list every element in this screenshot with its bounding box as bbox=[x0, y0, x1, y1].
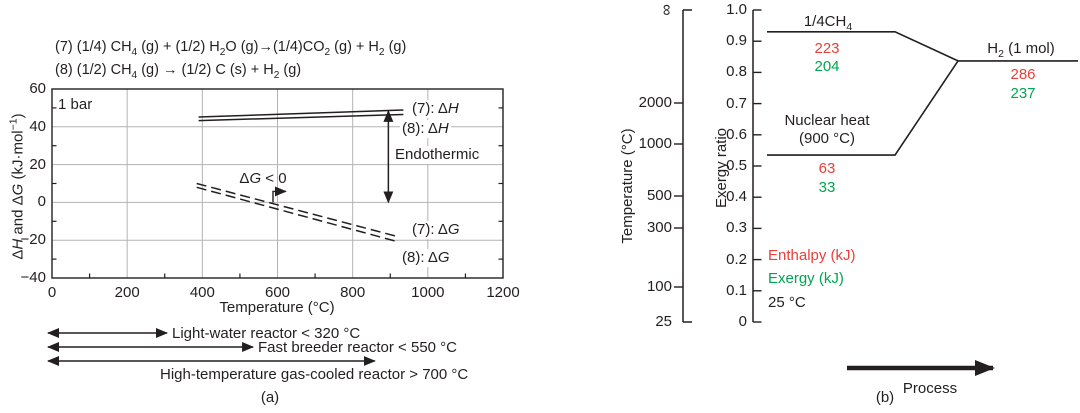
process-label: Process bbox=[902, 380, 958, 397]
reference-temp-label: 25 °C bbox=[768, 294, 806, 311]
nuclear-exergy-value: 33 bbox=[818, 179, 836, 196]
h2-level-label: H2 (1 mol) bbox=[987, 40, 1055, 60]
reactor-label-light-water: Light-water reactor < 320 °C bbox=[172, 325, 361, 342]
curve-label-7-dG: (7): ΔG bbox=[410, 221, 462, 239]
h2-enthalpy-value: 286 bbox=[1010, 66, 1036, 83]
b-temp-tick-label-500: 500 bbox=[646, 187, 672, 204]
a-y-tick-label-60: 60 bbox=[29, 80, 46, 97]
a-series bbox=[198, 109, 404, 118]
b-temp-tick-label-300: 300 bbox=[646, 219, 672, 236]
curve-label-8-dH: (8): ΔH bbox=[400, 120, 451, 138]
a-y-tick-label--20: −20 bbox=[20, 231, 46, 249]
a-series bbox=[196, 182, 398, 238]
b-exergy-tick-label-0.2: 0.2 bbox=[726, 250, 747, 268]
nuclear-level-label-line1: Nuclear heat bbox=[784, 112, 870, 129]
b-exergy-tick-label-0.7: 0.7 bbox=[726, 94, 747, 112]
a-x-axis-title: Temperature (°C) bbox=[219, 299, 335, 316]
a-x-tick-label-800: 800 bbox=[340, 284, 366, 301]
a-x-tick-label-1200: 1200 bbox=[486, 284, 520, 301]
ch4-enthalpy-value: 223 bbox=[814, 40, 840, 57]
pressure-label: 1 bar bbox=[58, 96, 93, 113]
a-series bbox=[198, 113, 404, 122]
curve-label-7-dH: (7): ΔH bbox=[410, 100, 461, 118]
reactor-label-fast-breeder: Fast breeder reactor < 550 °C bbox=[258, 339, 458, 356]
a-y-tick-label--40: −40 bbox=[20, 269, 46, 286]
h2-exergy-value: 237 bbox=[1010, 85, 1036, 102]
b-temp-tick-label-inf: ∞ bbox=[658, 4, 675, 16]
b-exergy-tick-label-0.3: 0.3 bbox=[726, 219, 747, 237]
a-series bbox=[196, 186, 398, 243]
b-exergy-tick-label-0.5: 0.5 bbox=[726, 157, 747, 174]
curve-label-8-dG: (8): ΔG bbox=[400, 249, 452, 267]
a-y-tick-label-20: 20 bbox=[29, 155, 46, 173]
b-exergy-tick-label-0.4: 0.4 bbox=[726, 188, 747, 206]
reactor-label-htgr: High-temperature gas-cooled reactor > 70… bbox=[160, 366, 469, 383]
a-x-tick-label-0: 0 bbox=[47, 284, 57, 301]
dg-lt-0-label: ΔG < 0 bbox=[239, 170, 287, 187]
legend-exergy: Exergy (kJ) bbox=[768, 270, 844, 287]
equation-7: (7) (1/4) CH4 (g) + (1/2) H2O (g)→(1/4)C… bbox=[55, 39, 407, 58]
ch4-level-label: 1/4CH4 bbox=[803, 13, 853, 33]
a-y-tick-label-40: 40 bbox=[29, 117, 46, 135]
endothermic-label: Endothermic bbox=[393, 146, 482, 164]
a-y-tick-label-0: 0 bbox=[37, 193, 46, 211]
ch4-level-line bbox=[767, 31, 959, 62]
caption-a: (a) bbox=[260, 389, 280, 406]
b-exergy-tick-label-0.6: 0.6 bbox=[726, 125, 747, 143]
a-plot-frame bbox=[51, 88, 504, 279]
a-x-tick-label-600: 600 bbox=[264, 284, 291, 301]
b-temp-tick-label-1000: 1000 bbox=[638, 135, 672, 152]
b-exergy-tick-label-0: 0 bbox=[738, 313, 747, 330]
ch4-exergy-value: 204 bbox=[814, 58, 840, 75]
dg-lt-0-arrow bbox=[272, 186, 287, 203]
b-exergy-tick-label-0.1: 0.1 bbox=[726, 281, 747, 299]
equation-8: (8) (1/2) CH4 (g) → (1/2) C (s) + H2 (g) bbox=[55, 62, 302, 81]
a-x-tick-label-1000: 1000 bbox=[411, 284, 445, 301]
b-exergy-tick-label-0.9: 0.9 bbox=[726, 32, 747, 50]
b-temp-tick-label-2000: 2000 bbox=[638, 94, 672, 111]
nuclear-level-label-line2: (900 °C) bbox=[798, 130, 855, 147]
a-x-tick-label-200: 200 bbox=[114, 284, 140, 301]
a-x-tick-label-400: 400 bbox=[189, 284, 215, 301]
b-temp-tick-label-25: 25 bbox=[655, 313, 672, 330]
nuclear-level-line bbox=[767, 60, 959, 156]
b-exergy-tick-label-1.0: 1.0 bbox=[726, 1, 747, 18]
a-y-axis-title: ΔH and ΔG (kJ·mol−1) bbox=[7, 113, 27, 260]
caption-b: (b) bbox=[875, 389, 895, 406]
legend-enthalpy: Enthalpy (kJ) bbox=[768, 247, 856, 264]
b-exergy-tick-label-0.8: 0.8 bbox=[726, 63, 747, 81]
nuclear-enthalpy-value: 63 bbox=[818, 160, 836, 177]
b-temp-tick-label-100: 100 bbox=[646, 278, 672, 295]
